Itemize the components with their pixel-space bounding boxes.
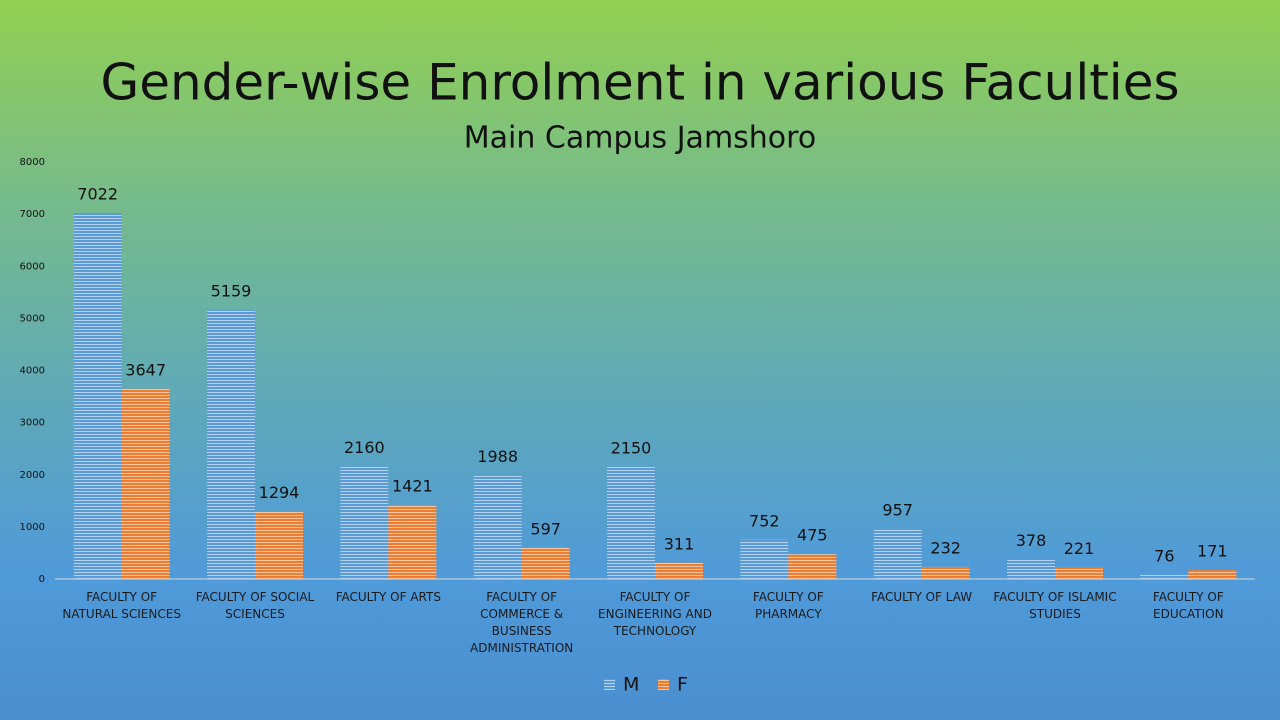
- bar: [473, 475, 522, 579]
- bar: [388, 504, 437, 579]
- data-label: 2150: [611, 438, 652, 457]
- bar: [1055, 567, 1103, 579]
- y-tick-label: 8000: [20, 157, 45, 168]
- bar: [1140, 575, 1189, 579]
- data-label: 752: [749, 511, 780, 530]
- bar: [521, 547, 570, 579]
- bar: [655, 562, 703, 579]
- chart-subtitle: Main Campus Jamshoro: [464, 121, 816, 156]
- x-tick-label: FACULTY OF SOCIAL SCIENCES: [195, 590, 315, 621]
- x-tick-label: FACULTY OF LAW: [871, 590, 973, 604]
- data-label: 475: [797, 526, 828, 545]
- data-label: 1988: [477, 447, 518, 466]
- legend-label: F: [677, 674, 688, 696]
- data-label: 311: [664, 534, 695, 553]
- bar: [740, 539, 789, 579]
- bar: [607, 466, 655, 579]
- y-tick-label: 3000: [20, 418, 45, 429]
- data-label: 171: [1197, 542, 1228, 561]
- data-label: 232: [930, 538, 961, 557]
- legend-label: M: [623, 674, 639, 696]
- x-tick-label: FACULTY OF PHARMACY: [752, 590, 824, 621]
- data-label: 2160: [344, 438, 385, 457]
- x-tick-label: FACULTY OF ISLAMIC STUDIES: [993, 590, 1117, 621]
- x-tick-label: FACULTY OF EDUCATION: [1152, 590, 1224, 621]
- bar: [255, 511, 303, 579]
- y-tick-label: 2000: [20, 470, 45, 481]
- x-tick-label: FACULTY OF COMMERCE & BUSINESS ADMINISTR…: [470, 590, 574, 655]
- x-tick-label: FACULTY OF ENGINEERING AND TECHNOLOGY: [598, 590, 712, 638]
- bar: [207, 310, 255, 579]
- legend-swatch: [604, 679, 615, 690]
- bar: [921, 566, 970, 579]
- y-tick-label: 4000: [20, 366, 45, 377]
- data-label: 957: [882, 501, 913, 520]
- chart-title: Gender-wise Enrolment in various Faculti…: [100, 54, 1179, 112]
- y-tick-label: 7000: [20, 209, 45, 220]
- legend-swatch: [658, 679, 669, 690]
- bar: [121, 388, 170, 579]
- y-tick-label: 5000: [20, 313, 45, 324]
- x-tick-label: FACULTY OF NATURAL SCIENCES: [62, 590, 181, 621]
- bar: [73, 212, 122, 579]
- data-label: 221: [1064, 539, 1095, 558]
- data-label: 1421: [392, 476, 433, 495]
- x-tick-label: FACULTY OF ARTS: [335, 590, 441, 604]
- data-label: 5159: [211, 282, 252, 301]
- bar: [340, 466, 389, 579]
- bar: [1188, 570, 1237, 579]
- bar: [1007, 559, 1055, 579]
- y-tick-label: 0: [39, 574, 45, 585]
- y-tick-label: 1000: [20, 522, 45, 533]
- y-tick-label: 6000: [20, 261, 45, 272]
- data-label: 378: [1016, 531, 1047, 550]
- data-label: 597: [530, 519, 561, 538]
- bar: [873, 529, 922, 579]
- bar: [788, 554, 837, 579]
- data-label: 1294: [259, 483, 300, 502]
- data-label: 3647: [125, 360, 166, 379]
- data-label: 76: [1154, 547, 1174, 566]
- data-label: 7022: [77, 184, 118, 203]
